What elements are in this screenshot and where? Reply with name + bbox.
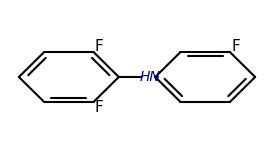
Text: F: F <box>231 39 240 55</box>
Text: HN: HN <box>140 70 160 84</box>
Text: F: F <box>95 99 104 115</box>
Text: F: F <box>95 39 104 55</box>
